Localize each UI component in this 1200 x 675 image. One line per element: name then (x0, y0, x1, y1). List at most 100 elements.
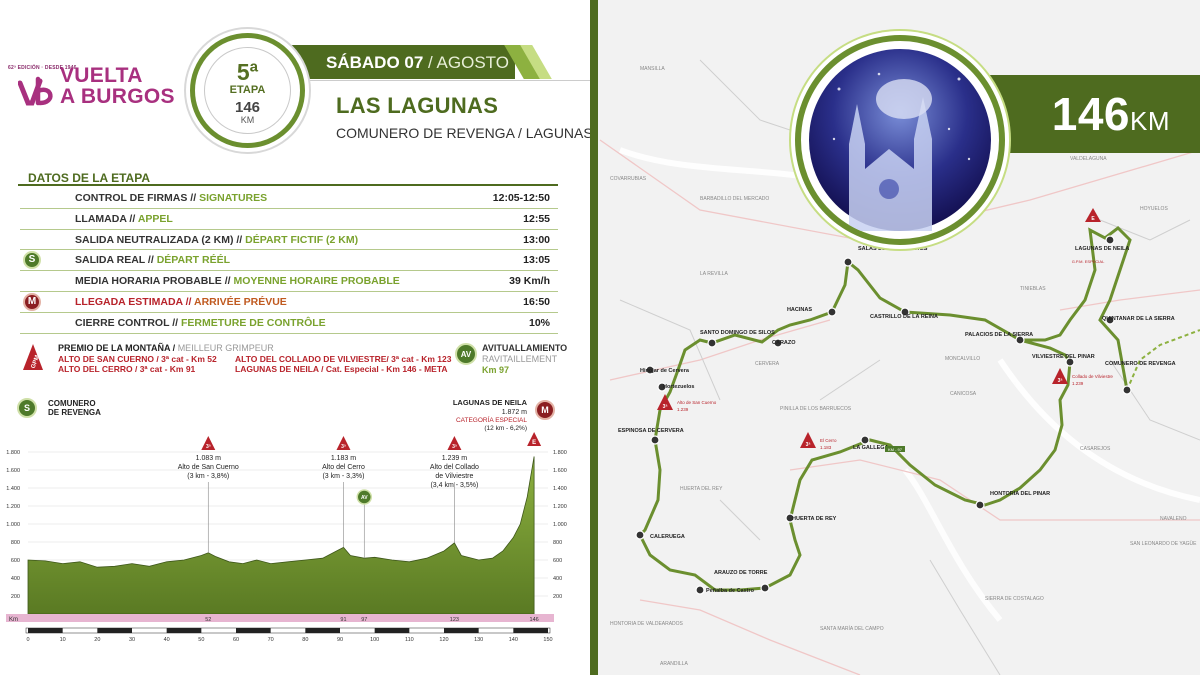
vb-logo-icon (18, 76, 53, 106)
y-tick-left: 1.000 (6, 522, 20, 528)
stage-etapa: ETAPA (229, 84, 266, 96)
map-town-label: CALERUEGA (650, 534, 685, 540)
datos-row: CIERRE CONTROL // FERMETURE DE CONTRÔLE 1… (20, 313, 558, 334)
datos-row-value: 10% (528, 316, 550, 329)
av-marker (356, 489, 373, 505)
x-tick: 70 (268, 637, 274, 643)
finish-grade: (12 km - 6,2%) (484, 425, 527, 432)
vuelta-logo: 62ª EDICIÓN · DESDE 1946 VUELTA A BURGOS (8, 65, 178, 115)
map-av-km: KM - 97 (888, 447, 903, 452)
special-cat-icon (527, 432, 542, 446)
map-bg-label: HOYUELOS (1140, 206, 1168, 212)
map-bg-label: NAVALENO (1160, 516, 1187, 522)
map-town-dot (635, 530, 645, 540)
x-axis-segment (513, 628, 548, 633)
map-town-label: ARAUZO DE TORRE (714, 570, 768, 576)
map-bg-label: MONCALVILLO (945, 356, 980, 362)
map-town-label: QUINTANAR DE LA SIERRA (1102, 316, 1175, 322)
map-town-label: PALACIOS DE LA SIERRA (965, 332, 1033, 338)
datos-row: M LLEGADA ESTIMADA // ARRIVÉE PRÉVUE 16:50 (20, 292, 558, 313)
map-town-label: HUERTA DE REY (792, 516, 837, 522)
map-town-labels: SALAS DE LOS INFANTES HACINAS CASTRILLO DE… (618, 208, 1176, 594)
km-marker: 97 (361, 617, 367, 623)
map-bg-label: CERVERA (755, 361, 780, 367)
map-climb-alt: 1.239 (677, 407, 689, 412)
datos-row-label: SALIDA REAL // DÉPART RÉÉL (75, 254, 230, 267)
x-tick: 10 (60, 637, 66, 643)
map-town-label: LAGUNAS DE NEILA (1075, 246, 1129, 252)
stage-km-unit: KM (240, 115, 255, 125)
map-town-dot (1015, 335, 1025, 345)
climb-grade: (3 km - 3,3%) (322, 473, 364, 480)
map-town-dot (827, 307, 837, 317)
map-climb-name: El Cerro (820, 438, 837, 443)
map-bg-label: CANICOSA (950, 391, 977, 397)
finish-icon: M (23, 292, 41, 311)
finish-icon (535, 400, 555, 420)
x-tick: 30 (129, 637, 135, 643)
map-climb-cat: 3ª (806, 442, 811, 448)
map-climb-alt: 1.183 (820, 445, 832, 450)
climb-cat-label: 3ª (341, 444, 346, 450)
logo-name: VUELTA A BURGOS (60, 64, 175, 108)
map-climb-cat: 3ª (663, 404, 668, 410)
x-tick: 100 (370, 637, 379, 643)
datos-row-value: 13:05 (523, 254, 550, 267)
datos-row-label: LLEGADA ESTIMADA // ARRIVÉE PRÉVUE (75, 295, 287, 308)
stage-route: COMUNERO DE REVENGA / LAGUNAS DE NEILA (336, 125, 661, 141)
map-bg-label: SAN LEONARDO DE YAGÜE (1130, 540, 1197, 547)
datos-row-label: SALIDA NEUTRALIZADA (2 KM) // DÉPART FIC… (75, 233, 359, 246)
x-axis-segment (166, 628, 202, 633)
x-axis-segment (28, 628, 63, 633)
map-town-dot (1105, 235, 1115, 245)
datos-row-label: CONTROL DE FIRMAS // SIGNATURES (75, 192, 268, 204)
climb-name-2: de Vilviestre (435, 473, 473, 480)
map-bg-label: HONTORIA DE VALDEARADOS (610, 621, 684, 627)
map-town-label: Hinojar de Cervera (640, 368, 690, 374)
profile-fill (27, 456, 535, 615)
svg-text:GPM: GPM (31, 355, 41, 370)
map-town-label: HACINAS (787, 307, 812, 313)
y-tick-right: 1.800 (553, 450, 567, 456)
stage-number: 5ª (236, 59, 259, 85)
km-marker: 91 (340, 617, 346, 623)
map-town-label: ESPINOSA DE CERVERA (618, 428, 684, 434)
distance-label: 146KM (1051, 88, 1170, 140)
premio-item: ALTO DEL COLLADO DE VILVIESTRE/ 3ª cat -… (235, 354, 452, 364)
map-climb-name: Collado de Vilviestre (1072, 374, 1113, 379)
climb-name: Alto de San Cuerno (178, 464, 239, 471)
map-town-label: CASTRILLO DE LA REINA (870, 314, 938, 320)
y-tick-left: 1.600 (6, 468, 20, 474)
y-tick-right: 1.400 (553, 486, 567, 492)
km-band (6, 614, 554, 622)
climb-cat-label: 3ª (452, 444, 457, 450)
map-bg-label: CASAREJOS (1080, 446, 1111, 452)
map-town-label: HONTORIA DEL PINAR (990, 491, 1050, 497)
y-tick-left: 1.800 (6, 450, 20, 456)
y-tick-left: 800 (11, 540, 20, 546)
map-town-dot (695, 585, 705, 595)
map-town-label: SALAS DE LOS INFANTES (858, 246, 928, 252)
finish-name: LAGUNAS DE NEILA (453, 398, 528, 407)
datos-divider (18, 184, 558, 186)
climb-cat-icon (336, 436, 351, 450)
start-name-1: COMUNERO (48, 399, 96, 408)
datos-row-label: LLAMADA // APPEL (75, 212, 173, 225)
map-roads (599, 139, 1200, 675)
map-climb-cat: 3ª (1058, 378, 1063, 384)
premio-item: ALTO DEL CERRO / 3ª cat - Km 91 (58, 364, 196, 374)
datos-row: MEDIA HORARIA PROBABLE // MOYENNE HORAIR… (20, 271, 558, 292)
map-town-label: Peñalba de Castro (706, 588, 755, 594)
stage-title: LAS LAGUNAS (336, 93, 499, 118)
datos-row-value: 12:05-12:50 (492, 192, 550, 204)
datos-row-label: CIERRE CONTROL // FERMETURE DE CONTRÔLE (75, 316, 326, 329)
map-divider (590, 0, 598, 675)
map-lagunas-sub: G.P.M. ESPECIAL (1072, 259, 1105, 264)
climb-cat-icon (201, 436, 216, 450)
map-climb-icon (1052, 368, 1068, 384)
premio-item: LAGUNAS DE NEILA / Cat. Especial - Km 14… (235, 364, 448, 374)
y-tick-left: 1.400 (6, 486, 20, 492)
y-tick-left: 400 (11, 576, 20, 582)
x-tick: 150 (543, 637, 552, 643)
